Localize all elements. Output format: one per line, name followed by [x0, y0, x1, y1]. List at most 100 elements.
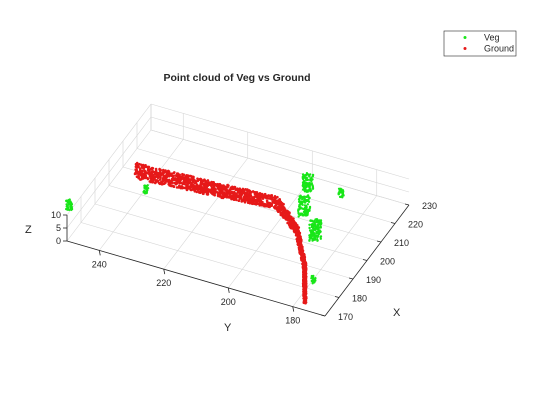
ground-point — [291, 226, 294, 229]
ground-point — [202, 190, 206, 193]
veg-point — [67, 199, 70, 202]
veg-point — [305, 173, 308, 177]
ground-point — [157, 175, 161, 178]
ground-point — [181, 186, 185, 190]
ground-point — [152, 175, 155, 178]
ground-point — [278, 209, 281, 213]
ground-point — [196, 179, 200, 183]
veg-point — [70, 207, 74, 210]
veg-point — [306, 184, 310, 187]
ground-point — [134, 165, 138, 168]
ground-point — [193, 190, 197, 193]
veg-point — [319, 237, 322, 240]
ground-point — [255, 191, 259, 194]
ground-point — [280, 202, 284, 205]
ground-point — [213, 183, 217, 187]
ground-point — [219, 194, 222, 197]
ground-point — [178, 177, 182, 180]
ground-point — [152, 170, 156, 174]
ground-point — [292, 217, 295, 220]
ground-point — [270, 195, 273, 199]
x-tick-label: 220 — [408, 220, 423, 230]
ground-point — [158, 168, 161, 172]
x-tick-label: 190 — [366, 275, 381, 285]
ground-point — [296, 224, 299, 227]
ground-point — [265, 196, 269, 200]
ground-point — [245, 188, 249, 192]
ground-point — [226, 185, 229, 189]
x-tick-label: 180 — [352, 294, 367, 304]
veg-point — [341, 196, 344, 199]
ground-point — [251, 202, 254, 206]
veg-point — [299, 200, 303, 203]
veg-point — [308, 236, 311, 239]
x-tick — [362, 259, 368, 261]
ground-point — [186, 178, 189, 181]
veg-point — [299, 194, 302, 197]
ground-point — [209, 190, 213, 193]
ground-point — [233, 196, 236, 199]
ground-point — [297, 235, 301, 238]
ground-point — [293, 223, 296, 227]
ground-point — [149, 180, 152, 183]
ground-point — [250, 190, 253, 194]
ground-point — [267, 194, 270, 197]
ground-point — [302, 299, 306, 303]
veg-point — [305, 172, 309, 175]
veg-point — [302, 176, 305, 180]
ground-point — [201, 179, 205, 182]
ground-point — [183, 177, 187, 181]
ground-point — [209, 182, 213, 185]
x-tick-label: 200 — [380, 257, 395, 267]
ground-point — [222, 195, 226, 198]
legend-veg-marker — [463, 36, 467, 39]
veg-point — [297, 208, 300, 211]
veg-point — [297, 212, 300, 216]
ground-point — [226, 183, 229, 187]
ground-point — [196, 177, 199, 180]
veg-point — [301, 198, 304, 201]
ground-point — [284, 212, 287, 216]
ground-point — [302, 292, 306, 295]
ground-point — [190, 178, 194, 181]
ground-point — [191, 183, 194, 187]
ground-point — [298, 245, 302, 248]
veg-point — [302, 185, 305, 188]
ground-point — [182, 173, 186, 177]
veg-point — [305, 182, 308, 185]
ground-point — [212, 181, 215, 184]
ground-point — [147, 170, 150, 174]
veg-point — [313, 238, 317, 241]
veg-point — [319, 225, 322, 228]
veg-point — [304, 189, 307, 193]
veg-point — [308, 226, 311, 230]
y-tick — [98, 250, 101, 256]
veg-point — [313, 281, 316, 284]
ground-point — [174, 178, 178, 182]
ground-point — [304, 289, 308, 293]
ground-point — [303, 273, 307, 277]
legend-ground-marker — [463, 47, 467, 50]
ground-point — [139, 178, 142, 181]
ground-point — [289, 221, 292, 225]
veg-point — [311, 239, 314, 242]
ground-point — [201, 186, 204, 190]
ground-point — [234, 192, 238, 196]
ground-point — [147, 167, 150, 171]
ground-point — [215, 190, 218, 194]
z-tick-label: 0 — [56, 236, 61, 246]
ground-point — [297, 243, 300, 246]
ground-point — [297, 237, 301, 240]
ground-point — [174, 181, 178, 184]
ground-point — [192, 180, 195, 183]
ground-point — [218, 190, 222, 193]
ground-point — [264, 204, 267, 207]
veg-point — [307, 200, 311, 203]
veg-point — [317, 226, 321, 229]
ground-point — [167, 181, 171, 185]
ground-point — [176, 176, 180, 179]
grid-line-z-side — [150, 103, 410, 180]
ground-point — [218, 186, 222, 190]
ground-point — [160, 182, 164, 186]
ground-point — [278, 199, 282, 202]
